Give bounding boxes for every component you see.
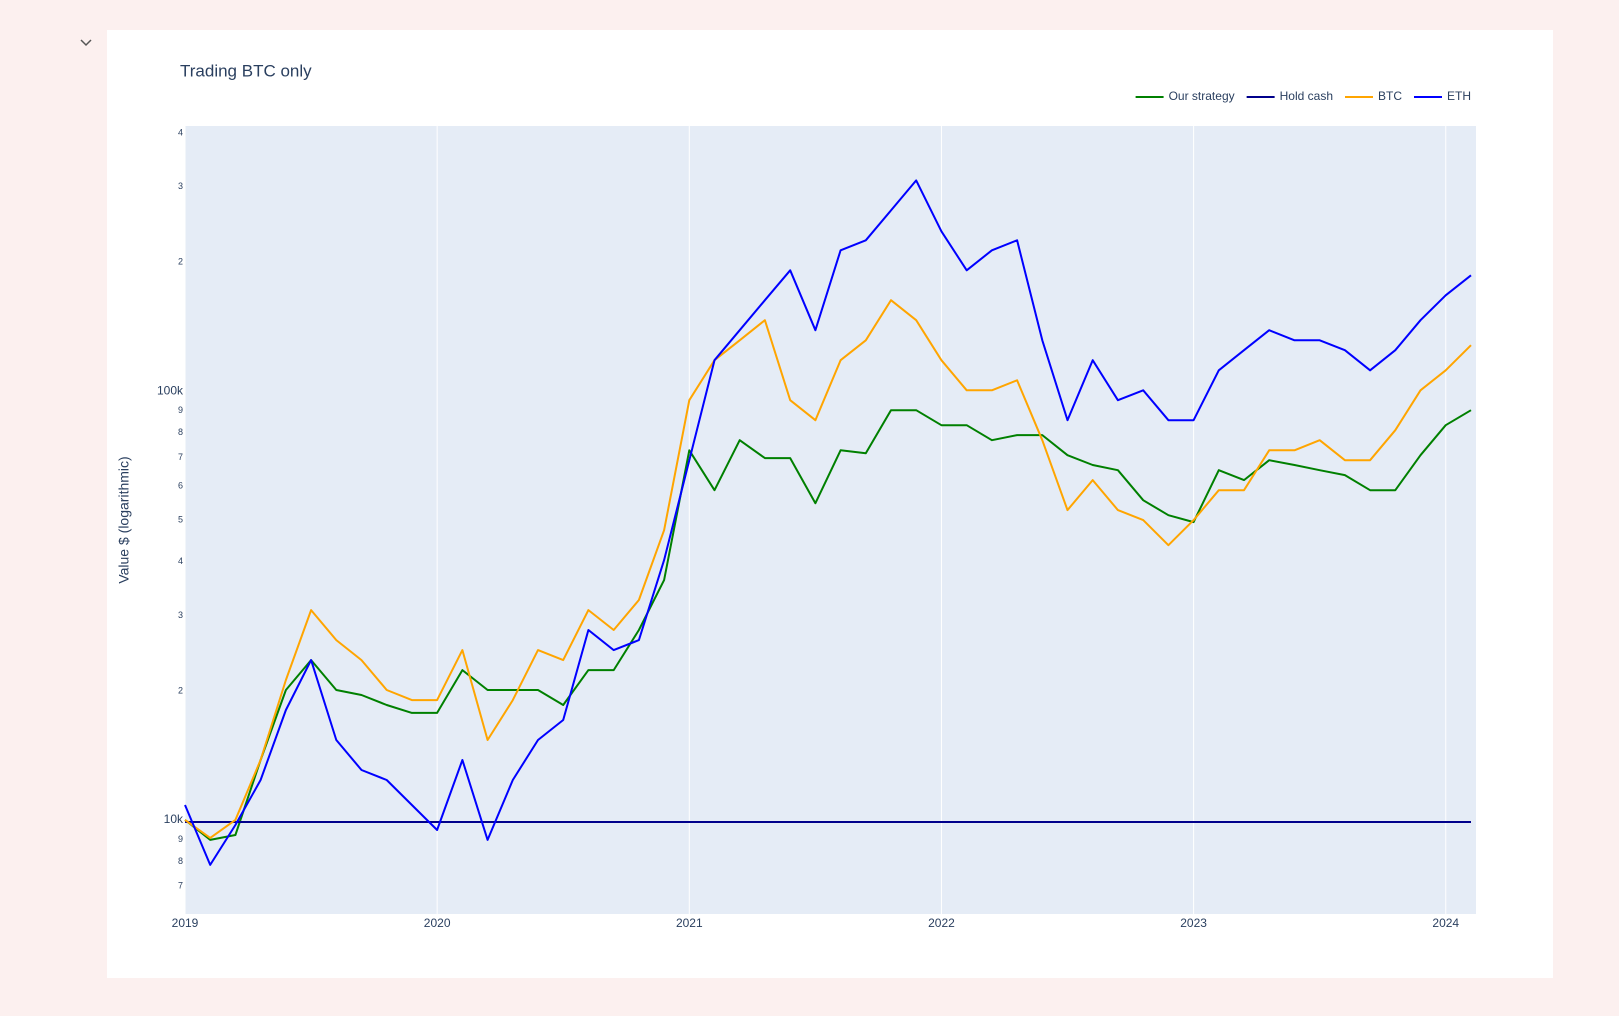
legend: ETH BTC Hold cash Our strategy (1135, 89, 1471, 103)
y-tick-label: 100k (157, 383, 184, 397)
y-tick-label: 10k (164, 812, 184, 826)
collapse-toggle[interactable] (78, 34, 94, 50)
x-tick-label: 2019 (172, 916, 199, 930)
y-tick-label: 4 (178, 556, 183, 566)
x-tick-label: 2022 (928, 916, 955, 930)
y-tick-label: 7 (178, 881, 183, 891)
y-tick-label: 3 (178, 610, 183, 620)
y-tick-label: 8 (178, 856, 183, 866)
series-line (184, 299, 1472, 839)
y-tick-label: 5 (178, 515, 183, 525)
x-tick-label: 2023 (1180, 916, 1207, 930)
y-tick-label: 9 (178, 405, 183, 415)
y-axis-title: Value $ (logarithmic) (116, 456, 132, 583)
x-tick-label: 2024 (1432, 916, 1459, 930)
series-line (184, 179, 1472, 866)
y-tick-label: 2 (178, 257, 183, 267)
x-tick-label: 2021 (676, 916, 703, 930)
y-tick-label: 9 (178, 834, 183, 844)
y-tick-label: 7 (178, 452, 183, 462)
legend-label: Our strategy (1169, 89, 1235, 103)
legend-label: Hold cash (1280, 89, 1333, 103)
y-tick-label: 6 (178, 481, 183, 491)
y-tick-label: 2 (178, 685, 183, 695)
plot-area (185, 126, 1476, 914)
x-tick-label: 2020 (424, 916, 451, 930)
chart-title: Trading BTC only (180, 61, 312, 80)
legend-label: BTC (1378, 89, 1402, 103)
y-tick-label: 4 (178, 127, 183, 137)
y-tick-label: 8 (178, 427, 183, 437)
legend-label: ETH (1447, 89, 1471, 103)
y-tick-label: 3 (178, 181, 183, 191)
